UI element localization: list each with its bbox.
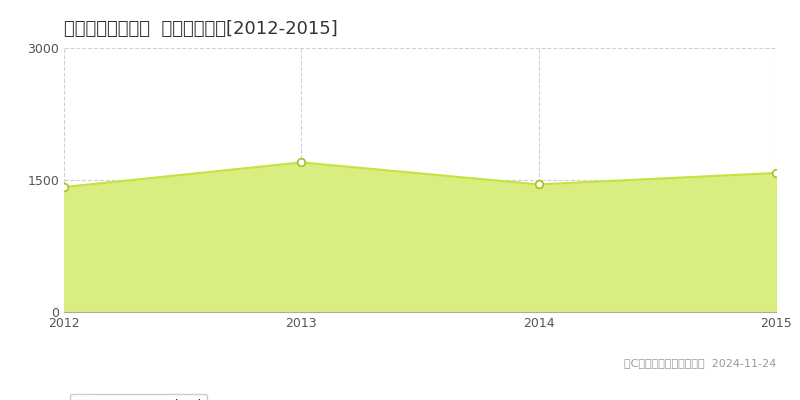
Point	[58, 184, 70, 190]
Legend: 林地価格  平均嵪単価(円/嵪): 林地価格 平均嵪単価(円/嵪)	[70, 394, 207, 400]
Text: 岐阬郡雫石町上野  林地価格推移[2012-2015]: 岐阬郡雫石町上野 林地価格推移[2012-2015]	[64, 20, 338, 38]
Point	[770, 170, 782, 176]
Point	[295, 159, 308, 166]
Text: （C）土地価格ドットコム  2024-11-24: （C）土地価格ドットコム 2024-11-24	[624, 358, 776, 368]
Point	[532, 181, 545, 188]
